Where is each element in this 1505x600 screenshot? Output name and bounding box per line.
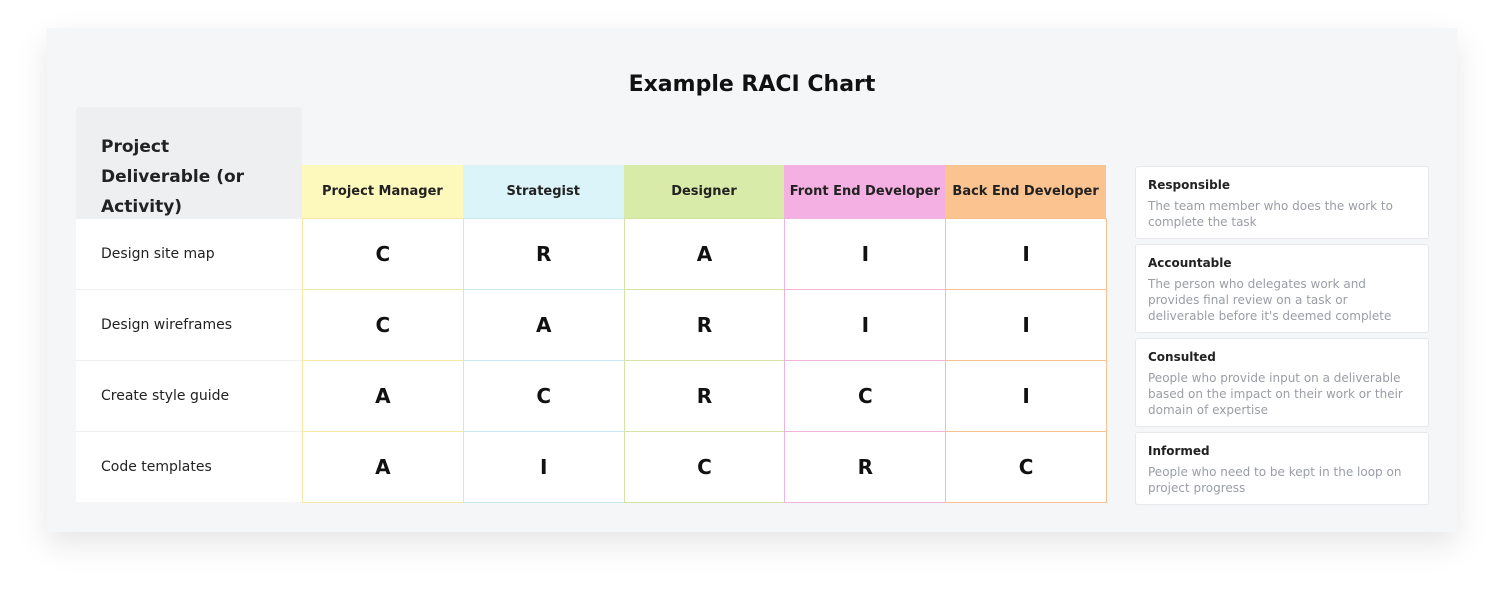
column-header: Front End Developer <box>784 165 946 218</box>
legend-term: Responsible <box>1148 178 1230 192</box>
legend-term: Informed <box>1148 444 1210 458</box>
column-header: Back End Developer <box>945 165 1106 218</box>
raci-cell: A <box>302 431 464 503</box>
legend-item: Informed People who need to be kept in th… <box>1135 432 1429 505</box>
legend-term: Consulted <box>1148 350 1216 364</box>
raci-cell: R <box>784 431 947 503</box>
raci-cell: C <box>784 360 947 432</box>
raci-cell: I <box>462 431 625 503</box>
raci-cell: A <box>462 289 625 361</box>
raci-cell: R <box>462 218 625 290</box>
legend-description: The person who delegates work and provid… <box>1148 277 1392 323</box>
legend-item: Accountable The person who delegates work… <box>1135 244 1429 333</box>
row-label: Create style guide <box>76 360 302 431</box>
legend-description: People who need to be kept in the loop o… <box>1148 465 1402 495</box>
legend-item: Responsible The team member who does the … <box>1135 166 1429 239</box>
raci-cell: A <box>623 218 786 290</box>
row-label: Design site map <box>76 218 302 289</box>
legend-item: Consulted People who provide input on a d… <box>1135 338 1429 427</box>
raci-cell: I <box>945 360 1107 432</box>
raci-cell: C <box>462 360 625 432</box>
raci-cell: C <box>302 218 464 290</box>
raci-cell: A <box>302 360 464 432</box>
card: Example RACI Chart Project Deliverable (… <box>47 28 1457 532</box>
column-header: Project Manager <box>302 165 463 218</box>
legend-description: People who provide input on a deliverabl… <box>1148 371 1403 417</box>
raci-cell: C <box>623 431 786 503</box>
raci-cell: I <box>945 289 1107 361</box>
raci-cell: R <box>623 289 786 361</box>
header-cell: Project Deliverable (or Activity) <box>76 107 302 218</box>
raci-cell: C <box>945 431 1107 503</box>
column-header: Designer <box>623 165 785 218</box>
raci-cell: I <box>945 218 1107 290</box>
raci-cell: I <box>784 289 947 361</box>
raci-cell: C <box>302 289 464 361</box>
raci-cell: I <box>784 218 947 290</box>
legend-term: Accountable <box>1148 256 1232 270</box>
column-header: Strategist <box>462 165 624 218</box>
raci-cell: R <box>623 360 786 432</box>
legend-description: The team member who does the work to com… <box>1148 199 1393 229</box>
title: Example RACI Chart <box>628 72 876 97</box>
row-label: Design wireframes <box>76 289 302 360</box>
row-label: Code templates <box>76 431 302 502</box>
